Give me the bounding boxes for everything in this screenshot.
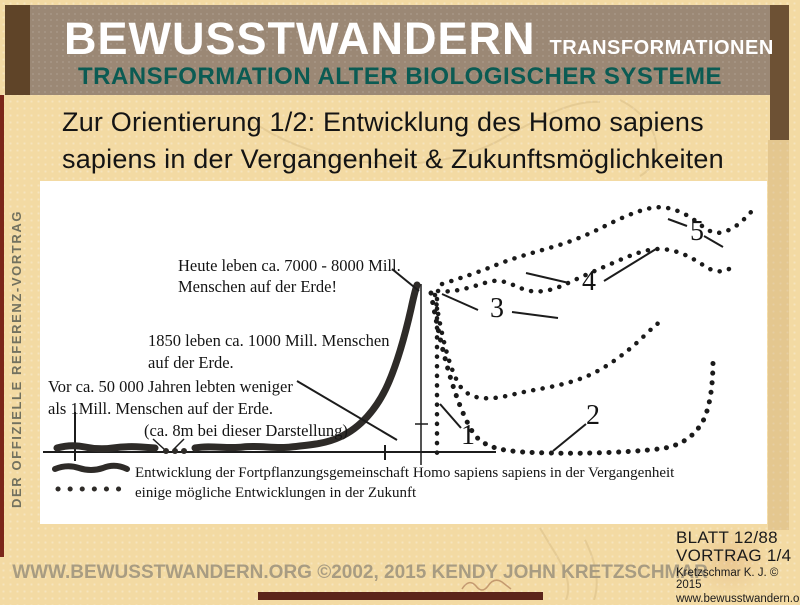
- sheet-info-block: BLATT 12/88 VORTRAG 1/4 Kretzschmar K. J…: [676, 528, 800, 605]
- annotation-1850-line1: 1850 leben ca. 1000 Mill. Menschen: [148, 331, 390, 350]
- leader-branch-4b: [603, 248, 657, 282]
- past-curve-left-segment: [53, 442, 159, 453]
- legend-past-label: Entwicklung der Fortpflanzungsgemeinscha…: [135, 465, 675, 481]
- background-flower-sketch: [690, 525, 770, 595]
- page-title: Zur Orientierung 1/2: Entwicklung des Ho…: [62, 104, 772, 178]
- population-chart-panel: Heute leben ca. 7000 - 8000 Mill. Mensch…: [40, 181, 767, 524]
- leader-heute: [391, 268, 420, 292]
- blatt-number: BLATT 12/88: [676, 528, 778, 547]
- annotation-heute-line2: Menschen auf der Erde!: [178, 277, 337, 296]
- website-line: www.bewusstwandern.org: [676, 592, 800, 605]
- page-title-line2: sapiens in der Vergangenheit & Zukunftsm…: [62, 144, 724, 174]
- header-title-row: BEWUSSTWANDERN TRANSFORMATIONEN: [64, 13, 774, 65]
- leader-branch-1: [439, 403, 462, 429]
- branch-label-3: 3: [490, 293, 504, 324]
- watermark-text: WWW.BEWUSSTWANDERN.ORG ©2002, 2015 KENDY…: [12, 562, 708, 583]
- annotation-1850-line2: auf der Erde.: [148, 353, 234, 372]
- leader-branch-5a: [667, 218, 688, 227]
- branch-label-5: 5: [690, 216, 704, 247]
- branch-number-labels: 1 2 3 4 5: [461, 216, 704, 451]
- brand-title: BEWUSSTWANDERN: [64, 13, 536, 64]
- leader-scale-note-b: [173, 438, 185, 450]
- axis-group: [43, 284, 496, 465]
- past-curve-spike-segment: [191, 281, 421, 452]
- sidebar-vertical-label: DER OFFIZIELLE REFERENZ-VORTRAG: [9, 209, 24, 508]
- leader-lines: [152, 218, 724, 452]
- leader-branch-3b: [511, 311, 559, 319]
- branch-label-2: 2: [586, 400, 600, 431]
- legend-solid-sample: [52, 462, 130, 473]
- bottom-maroon-bar: [258, 592, 543, 600]
- leader-1850: [296, 380, 398, 441]
- leader-scale-note-a: [152, 438, 165, 450]
- annotation-texts: Heute leben ca. 7000 - 8000 Mill. Mensch…: [48, 256, 401, 440]
- vortrag-number: VORTRAG 1/4: [676, 545, 792, 565]
- leader-branch-2: [552, 423, 587, 452]
- copyright-line: Kretzschmar K. J. © 2015: [676, 566, 779, 591]
- brand-suffix: TRANSFORMATIONEN: [549, 37, 774, 59]
- past-curve-gap-dots: [163, 448, 187, 454]
- future-branch-5: [439, 205, 754, 287]
- future-branch-2: [428, 290, 716, 456]
- page-title-line1: Zur Orientierung 1/2: Entwicklung des Ho…: [62, 107, 704, 137]
- future-branches-group: [428, 205, 754, 456]
- annotation-vor-line2: als 1Mill. Menschen auf der Erde.: [48, 399, 273, 418]
- future-branch-3: [432, 292, 664, 401]
- past-population-curve: [53, 281, 421, 453]
- header-subtitle: TRANSFORMATION ALTER BIOLOGISCHER SYSTEM…: [77, 63, 723, 90]
- leader-branch-5b: [703, 235, 724, 248]
- header-right-border: [770, 5, 789, 140]
- branch-label-4: 4: [582, 266, 596, 297]
- annotation-heute-line1: Heute leben ca. 7000 - 8000 Mill.: [178, 256, 401, 275]
- population-chart-svg: Heute leben ca. 7000 - 8000 Mill. Mensch…: [43, 205, 754, 501]
- annotation-vor-line1: Vor ca. 50 000 Jahren lebten weniger: [48, 377, 293, 396]
- header-band: BEWUSSTWANDERN TRANSFORMATIONEN TRANSFORM…: [30, 5, 773, 95]
- header-left-border: [5, 5, 30, 95]
- annotation-scale-note: (ca. 8m bei dieser Darstellung): [144, 421, 348, 440]
- left-edge-strip: [0, 95, 4, 557]
- right-side-strip: [768, 140, 789, 530]
- signature-squiggle: [461, 579, 512, 591]
- legend-future-label: einige mögliche Entwicklungen in der Zuk…: [135, 485, 417, 501]
- leader-branch-4a: [525, 272, 570, 284]
- chart-legend: Entwicklung der Fortpflanzungsgemeinscha…: [52, 462, 675, 501]
- branch-label-1: 1: [461, 420, 475, 451]
- leader-branch-3a: [441, 293, 479, 311]
